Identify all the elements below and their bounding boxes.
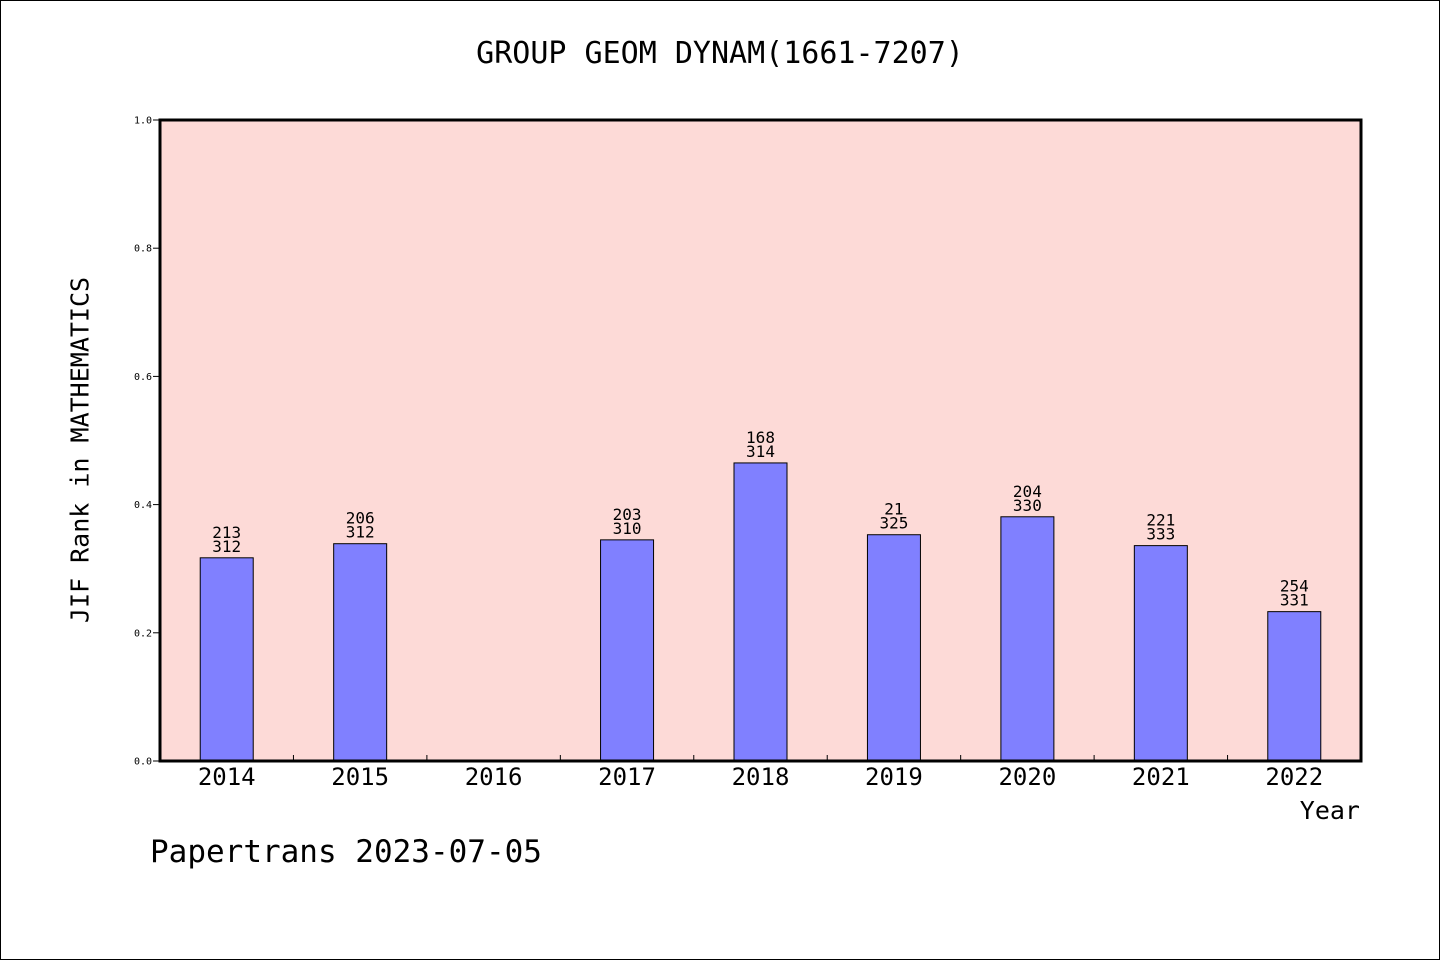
bar-2015 [333, 543, 388, 762]
y-tick-label: 0.8 [134, 244, 152, 255]
bar-rank-label: 254 [1280, 577, 1309, 596]
x-tick-label: 2017 [598, 763, 656, 791]
bar-rank-label: 168 [746, 428, 775, 447]
bar-rank-label: 221 [1146, 511, 1175, 530]
bar-total-label: 314 [746, 442, 775, 461]
bar-total-label: 312 [212, 537, 241, 556]
bar-2022 [1267, 611, 1322, 762]
bar-total-label: 331 [1280, 591, 1309, 610]
bar-rank-label: 213 [212, 523, 241, 542]
bar-2014 [199, 557, 254, 762]
bar-total-label: 333 [1146, 525, 1175, 544]
bars-layer: 2133122063122033101683142132520433022133… [199, 428, 1322, 762]
x-axis-label: Year [1299, 796, 1360, 825]
y-tick-label: 1.0 [134, 116, 152, 127]
chart-title: GROUP GEOM DYNAM(1661-7207) [476, 36, 964, 71]
bar-total-label: 310 [613, 519, 642, 538]
bar-2018 [733, 462, 788, 762]
y-axis-label: JIF Rank in MATHEMATICS [65, 276, 95, 624]
bar-total-label: 312 [346, 523, 375, 542]
y-tick-label: 0.4 [134, 500, 152, 511]
bar-2020 [1000, 516, 1055, 762]
bar-rank-label: 204 [1013, 482, 1042, 501]
x-tick-label: 2022 [1265, 763, 1323, 791]
bar-2017 [600, 539, 655, 762]
y-tick-label: 0.0 [134, 757, 152, 768]
y-tick-label: 0.2 [134, 628, 152, 639]
bar-2021 [1133, 545, 1188, 762]
ticks-layer: 0.0 0.2 0.4 0.6 0.8 1.0 2014 2015 2016 2017 2018 20… [134, 116, 1323, 792]
bar-2019 [866, 534, 921, 762]
bar-rank-label: 203 [613, 505, 642, 524]
x-tick-label: 2021 [1132, 763, 1190, 791]
x-tick-label: 2020 [998, 763, 1056, 791]
x-tick-label: 2015 [331, 763, 389, 791]
x-tick-label: 2019 [865, 763, 923, 791]
bar-rank-label: 21 [884, 500, 903, 519]
x-tick-label: 2016 [465, 763, 523, 791]
bar-rank-label: 206 [346, 509, 375, 528]
bar-total-label: 325 [879, 514, 908, 533]
y-tick-label: 0.6 [134, 372, 152, 383]
bar-total-label: 330 [1013, 496, 1042, 515]
x-tick-label: 2018 [732, 763, 790, 791]
footer-text: Papertrans 2023-07-05 [150, 834, 542, 870]
x-tick-label: 2014 [198, 763, 256, 791]
plot-border [158, 118, 1363, 763]
